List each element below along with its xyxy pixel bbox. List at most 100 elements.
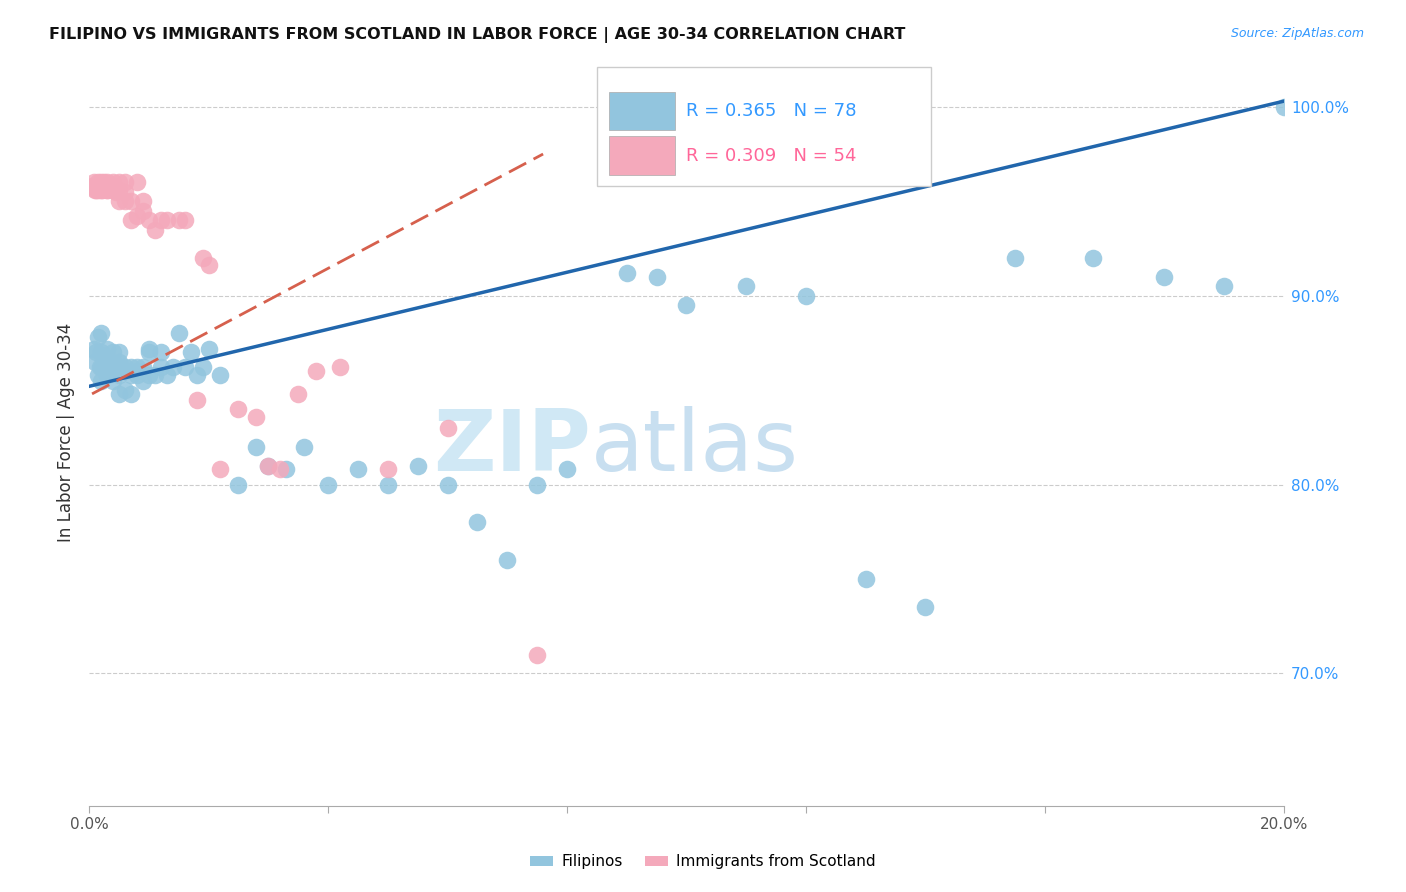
Point [526, 648, 548, 662]
Point [125, 210, 148, 224]
Point [98, 355, 121, 369]
Point [80, 179, 103, 194]
Point [120, 387, 142, 401]
Point [84, 179, 107, 194]
Point [329, 360, 352, 375]
Point [125, 360, 148, 375]
Point [132, 374, 155, 388]
Point [101, 374, 124, 388]
Point [138, 342, 160, 356]
Point [156, 368, 179, 382]
Point [96, 183, 118, 197]
Point [143, 368, 166, 382]
Point [87, 368, 110, 382]
Point [108, 175, 131, 189]
Point [114, 185, 136, 199]
Point [108, 387, 131, 401]
Point [89, 360, 111, 375]
Point [149, 345, 172, 359]
Legend: Filipinos, Immigrants from Scotland: Filipinos, Immigrants from Scotland [524, 848, 882, 875]
Point [114, 194, 136, 209]
Point [87, 175, 110, 189]
Point [108, 355, 131, 369]
Point [83, 175, 105, 189]
Point [257, 458, 280, 473]
Point [645, 269, 668, 284]
Point [87, 330, 110, 344]
Point [467, 516, 489, 530]
Point [276, 462, 298, 476]
Point [114, 383, 136, 397]
Point [377, 462, 399, 476]
Point [98, 179, 121, 194]
Point [101, 179, 124, 194]
Point [316, 477, 339, 491]
Point [114, 364, 136, 378]
Point [120, 360, 142, 375]
Point [120, 213, 142, 227]
Point [96, 364, 118, 378]
Point [180, 345, 202, 359]
Point [101, 345, 124, 359]
Point [197, 342, 219, 356]
Point [93, 175, 115, 189]
Point [555, 462, 578, 476]
Point [436, 477, 458, 491]
Point [84, 183, 107, 197]
Point [138, 213, 160, 227]
Point [91, 183, 114, 197]
Point [1153, 269, 1175, 284]
Point [245, 409, 267, 424]
Point [143, 222, 166, 236]
Point [114, 175, 136, 189]
Point [257, 458, 280, 473]
Point [91, 360, 114, 375]
Point [191, 360, 214, 375]
Point [114, 360, 136, 375]
Text: R = 0.365   N = 78: R = 0.365 N = 78 [686, 102, 858, 120]
Point [108, 345, 131, 359]
Point [87, 183, 110, 197]
Point [104, 185, 127, 199]
Point [794, 288, 817, 302]
Point [914, 600, 936, 615]
Point [305, 364, 328, 378]
Point [1004, 251, 1026, 265]
Point [228, 402, 250, 417]
Point [1213, 279, 1236, 293]
Point [93, 349, 115, 363]
Point [104, 364, 127, 378]
Point [120, 194, 142, 209]
Point [83, 342, 105, 356]
Point [526, 477, 548, 491]
Y-axis label: In Labor Force | Age 30-34: In Labor Force | Age 30-34 [58, 323, 75, 542]
Point [96, 175, 118, 189]
Text: R = 0.309   N = 54: R = 0.309 N = 54 [686, 147, 858, 165]
Point [96, 179, 118, 194]
Text: FILIPINO VS IMMIGRANTS FROM SCOTLAND IN LABOR FORCE | AGE 30-34 CORRELATION CHAR: FILIPINO VS IMMIGRANTS FROM SCOTLAND IN … [49, 27, 905, 43]
Text: Source: ZipAtlas.com: Source: ZipAtlas.com [1230, 27, 1364, 40]
Point [292, 440, 315, 454]
Point [108, 183, 131, 197]
Point [377, 477, 399, 491]
Point [132, 203, 155, 218]
Text: ZIP: ZIP [433, 406, 591, 489]
Point [108, 194, 131, 209]
Point [616, 266, 638, 280]
Point [125, 175, 148, 189]
Point [101, 360, 124, 375]
Point [162, 360, 184, 375]
Point [167, 326, 190, 341]
Point [735, 279, 758, 293]
FancyBboxPatch shape [598, 67, 931, 186]
Point [197, 259, 219, 273]
Point [108, 368, 131, 382]
Point [156, 213, 179, 227]
Point [191, 251, 214, 265]
FancyBboxPatch shape [609, 92, 675, 130]
Point [90, 374, 112, 388]
Point [90, 183, 112, 197]
Point [89, 179, 111, 194]
Point [96, 342, 118, 356]
Point [96, 183, 118, 197]
